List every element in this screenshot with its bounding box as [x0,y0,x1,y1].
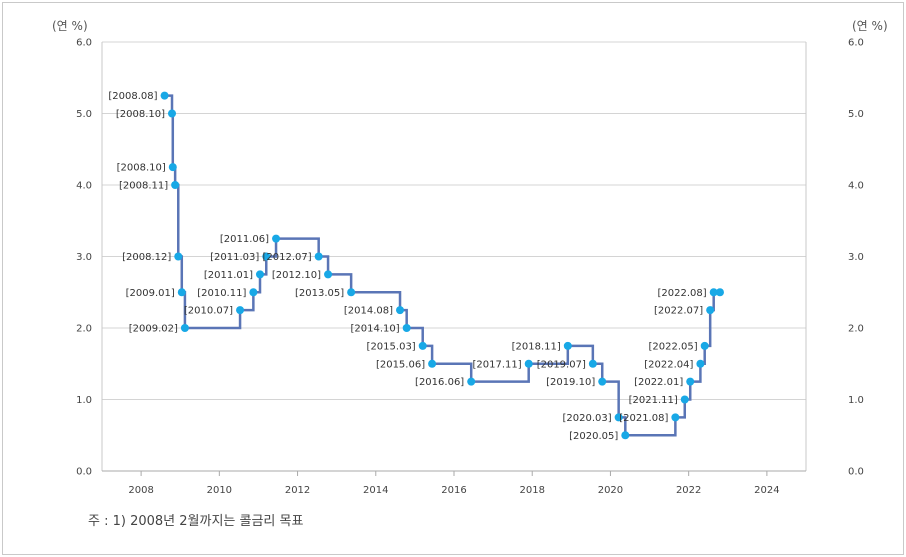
y-tick-label-left: 1.0 [76,395,92,406]
data-marker [621,431,630,440]
data-marker [180,324,189,332]
data-label: [2011.03] [210,252,259,263]
y-tick-label-right: 6.0 [848,38,864,49]
footnote: 주 : 1) 2008년 2월까지는 콜금리 목표 [88,514,304,529]
y-tick-label-left: 5.0 [76,109,92,120]
data-label: [2012.07] [263,252,312,263]
data-label: [2021.08] [619,413,668,424]
data-label: [2018.11] [512,341,561,352]
data-marker [347,288,356,297]
x-tick-label: 2024 [754,485,779,496]
y-tick-label-right: 2.0 [848,324,864,335]
data-marker [174,252,183,261]
data-marker [614,413,623,422]
data-marker [696,359,705,368]
data-marker [177,288,186,297]
data-marker [563,341,572,350]
data-label: [2013.05] [295,288,344,299]
data-label: [2009.02] [129,324,178,335]
data-label: [2015.03] [367,341,416,352]
data-label: [2008.10] [117,163,166,174]
x-tick-label: 2014 [363,485,388,496]
data-label: [2014.08] [344,306,393,317]
data-label: [2010.11] [197,288,246,299]
x-tick-label: 2022 [676,485,701,496]
data-label: [2017.11] [473,359,522,370]
data-label: [2009.01] [126,288,175,299]
data-label: [2008.12] [122,252,171,263]
data-label: [2022.05] [649,341,698,352]
data-marker [160,91,169,100]
data-marker [256,270,265,279]
x-tick-label: 2010 [207,485,232,496]
y-tick-label-left: 2.0 [76,324,92,335]
data-label: [2008.10] [116,109,165,120]
data-marker [418,341,427,350]
data-marker [402,324,411,332]
data-marker [262,252,271,261]
data-label: [2011.01] [204,270,253,281]
data-label: [2010.07] [184,306,233,317]
gridlines [102,41,806,472]
data-label: [2020.03] [563,413,612,424]
data-label: [2016.06] [415,377,464,388]
data-marker [272,234,281,243]
data-label: [2021.11] [629,395,678,406]
data-labels: [2008.08] [2008.10] [2008.10] [2008.11] [200… [108,91,706,442]
data-marker [236,306,245,315]
y-tick-label-left: 4.0 [76,181,92,192]
x-tick-label: 2020 [598,485,623,496]
data-marker [588,359,597,368]
data-marker [249,288,258,297]
data-marker [706,306,715,315]
y-unit-right: (연 %) [852,19,888,33]
axes: 0.0 0.0 1.0 1.0 2.0 2.0 3.0 3.0 4.0 4.0 5.0 5.0 6.0 6… [76,38,864,497]
data-label: [2022.01] [634,377,683,388]
x-tick-label: 2018 [519,485,544,496]
data-marker [715,288,724,297]
data-marker [686,377,695,386]
y-tick-label-right: 0.0 [848,467,864,478]
y-tick-label-left: 3.0 [76,252,92,263]
data-marker [709,288,718,297]
x-tick-label: 2008 [128,485,153,496]
data-label: [2019.10] [546,377,595,388]
data-marker [171,181,180,189]
x-tick-label: 2012 [285,485,310,496]
data-label: [2014.10] [351,324,400,335]
y-unit-left: (연 %) [52,19,88,33]
data-marker [428,359,437,368]
data-label: [2008.11] [119,181,168,192]
y-tick-label-right: 1.0 [848,395,864,406]
data-label: [2015.06] [376,359,425,370]
data-marker [396,306,405,315]
data-marker [314,252,323,261]
y-tick-label-left: 6.0 [76,38,92,49]
data-marker [671,413,680,422]
y-tick-label-right: 5.0 [848,109,864,120]
data-label: [2022.07] [654,306,703,317]
data-label: [2019.07] [537,359,586,370]
data-label: [2011.06] [220,234,269,245]
y-tick-label-right: 4.0 [848,181,864,192]
data-label: [2012.10] [272,270,321,281]
data-marker [168,163,177,172]
data-marker [700,341,709,350]
data-marker [524,359,533,368]
data-marker [598,377,607,386]
data-marker [324,270,333,279]
y-tick-label-right: 3.0 [848,252,864,263]
x-tick-label: 2016 [441,485,466,496]
data-label: [2008.08] [108,91,157,102]
data-marker [680,395,689,404]
data-label: [2022.04] [644,359,693,370]
data-markers [160,91,724,440]
y-tick-label-left: 0.0 [76,467,92,478]
data-label: [2022.08] [658,288,707,299]
data-marker [168,109,177,118]
data-marker [467,377,476,386]
data-label: [2020.05] [569,431,618,442]
